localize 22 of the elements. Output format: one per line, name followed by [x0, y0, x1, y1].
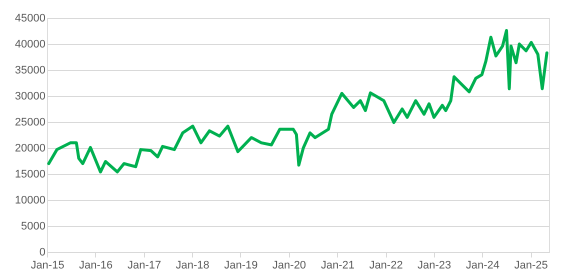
x-tick-label: Jan-20	[272, 260, 306, 272]
x-tick-label: Jan-17	[127, 260, 162, 272]
y-tick-label: 45000	[14, 12, 46, 24]
y-tick-label: 5000	[21, 220, 46, 232]
x-tick-label: Jan-16	[79, 260, 113, 272]
y-tick-label: 30000	[14, 90, 46, 102]
x-tick-label: Jan-25	[514, 260, 548, 272]
y-tick-label: 35000	[14, 64, 46, 76]
y-tick-label: 25000	[14, 116, 46, 128]
x-tick-label: Jan-22	[369, 260, 403, 272]
line-series	[47, 28, 548, 174]
x-tick-label: Jan-23	[418, 260, 452, 272]
y-tick-label: 15000	[14, 168, 46, 180]
x-tick-label: Jan-24	[466, 260, 500, 272]
x-tick-label: Jan-19	[224, 260, 258, 272]
y-tick-label: 40000	[14, 38, 46, 50]
y-tick-label: 10000	[14, 194, 46, 206]
x-tick-label: Jan-18	[176, 260, 210, 272]
y-tick-label: 0	[39, 246, 46, 258]
x-tick-label: Jan-21	[320, 260, 355, 272]
x-tick-label: Jan-15	[30, 260, 64, 272]
y-tick-label: 20000	[14, 142, 46, 154]
